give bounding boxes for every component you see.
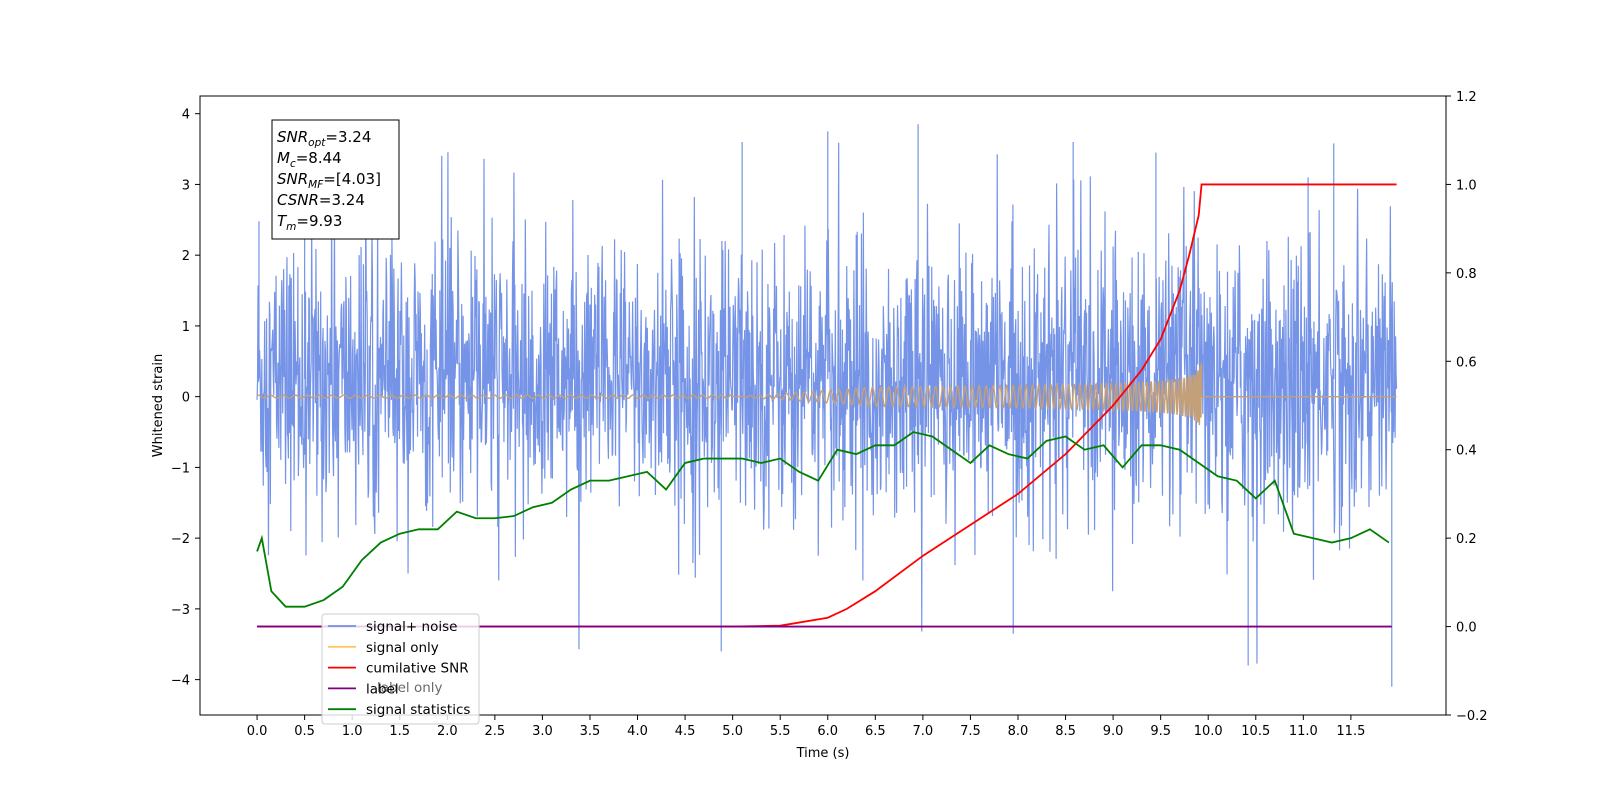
legend-label: signal only bbox=[366, 640, 439, 656]
series-signal-only bbox=[256, 362, 1397, 426]
info-tm: Tm=9.93 bbox=[277, 212, 342, 233]
y-tick-label: −1 bbox=[171, 461, 190, 476]
y2-tick-label: 0.0 bbox=[1456, 621, 1477, 636]
x-tick-label: 3.5 bbox=[580, 724, 601, 739]
y-tick-label: 2 bbox=[182, 249, 190, 264]
legend-label: signal+ noise bbox=[366, 619, 457, 635]
y2-tick-label: 0.8 bbox=[1456, 267, 1477, 282]
x-tick-label: 6.0 bbox=[817, 724, 838, 739]
series-signal-noise bbox=[256, 124, 1398, 687]
series-signal-statistics bbox=[256, 431, 1390, 608]
y-tick-label: 1 bbox=[182, 320, 190, 335]
info-snr-opt: SNRopt=3.24 bbox=[277, 128, 371, 149]
plot-area bbox=[256, 124, 1398, 687]
x-tick-label: 4.0 bbox=[627, 724, 648, 739]
legend-label: label bbox=[366, 681, 399, 697]
info-snr-mf: SNRMF=[4.03] bbox=[277, 170, 381, 191]
x-tick-label: 2.0 bbox=[437, 724, 458, 739]
x-tick-label: 7.0 bbox=[913, 724, 934, 739]
y-tick-label: −2 bbox=[171, 532, 190, 547]
y-tick-label: 0 bbox=[182, 391, 190, 406]
x-tick-label: 5.5 bbox=[770, 724, 791, 739]
legend-label: cumilative SNR bbox=[366, 661, 469, 677]
y2-tick-label: 1.2 bbox=[1456, 90, 1477, 105]
y-axis-title: Whitened strain bbox=[151, 354, 166, 457]
x-tick-label: 4.5 bbox=[675, 724, 696, 739]
x-tick-label: 1.5 bbox=[389, 724, 410, 739]
x-tick-label: 11.5 bbox=[1336, 724, 1365, 739]
x-axis-title: Time (s) bbox=[796, 746, 850, 761]
x-tick-label: 8.0 bbox=[1008, 724, 1029, 739]
y2-tick-label: 0.4 bbox=[1456, 444, 1477, 459]
x-tick-label: 0.0 bbox=[247, 724, 268, 739]
x-tick-label: 7.5 bbox=[960, 724, 981, 739]
info-csnr: CSNR=3.24 bbox=[277, 191, 365, 209]
x-tick-label: 6.5 bbox=[865, 724, 886, 739]
series-cumilative-snr bbox=[257, 183, 1397, 628]
legend: label only signal+ noise signal only cumila… bbox=[321, 613, 480, 725]
x-tick-label: 8.5 bbox=[1055, 724, 1076, 739]
y2-tick-label: 1.0 bbox=[1456, 178, 1477, 193]
legend-frame bbox=[321, 613, 480, 725]
x-tick-label: 9.5 bbox=[1150, 724, 1171, 739]
axes: 0.0 0.5 1.0 1.5 2.0 2.5 3.0 3.5 4.0 4.5 5.0 5.5 6.0 6… bbox=[171, 90, 1488, 739]
legend-occluded-text: label only bbox=[377, 680, 443, 696]
y2-tick-label: 0.2 bbox=[1456, 532, 1477, 547]
x-tick-label: 2.5 bbox=[485, 724, 506, 739]
x-tick-label: 11.0 bbox=[1289, 724, 1318, 739]
y2-tick-label: −0.2 bbox=[1456, 709, 1488, 724]
plot-frame bbox=[199, 95, 1447, 716]
x-tick-label: 3.0 bbox=[532, 724, 553, 739]
y-tick-label: 3 bbox=[182, 178, 190, 193]
y-tick-label: −4 bbox=[171, 674, 190, 689]
x-tick-label: 5.0 bbox=[722, 724, 743, 739]
x-tick-label: 10.5 bbox=[1241, 724, 1270, 739]
x-tick-label: 1.0 bbox=[342, 724, 363, 739]
y-tick-label: 4 bbox=[182, 108, 190, 123]
y2-tick-label: 0.6 bbox=[1456, 355, 1477, 370]
legend-label: signal statistics bbox=[366, 702, 470, 718]
info-box-frame bbox=[271, 119, 400, 240]
x-tick-label: 0.5 bbox=[294, 724, 315, 739]
info-mc: Mc=8.44 bbox=[277, 149, 342, 170]
y-tick-label: −3 bbox=[171, 603, 190, 618]
x-tick-label: 10.0 bbox=[1194, 724, 1223, 739]
x-tick-label: 9.0 bbox=[1103, 724, 1124, 739]
